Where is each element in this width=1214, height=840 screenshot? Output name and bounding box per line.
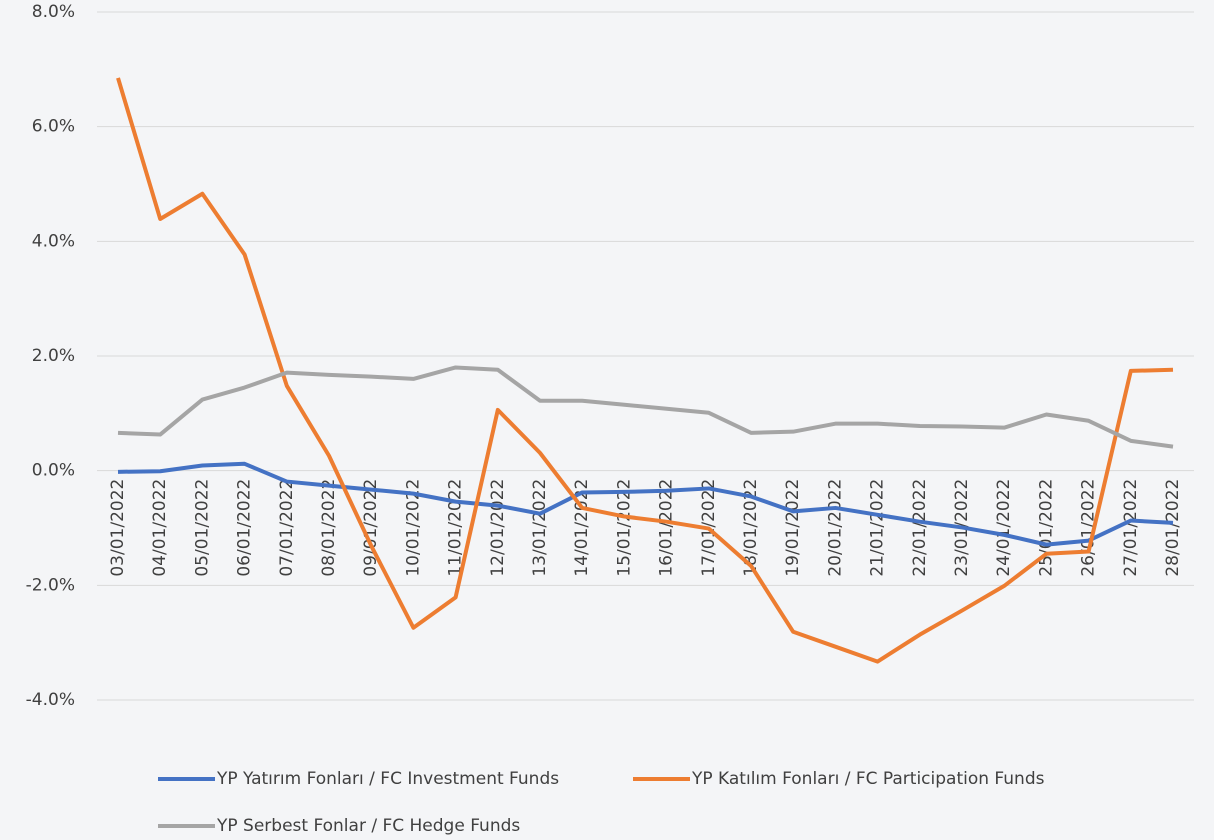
x-tick-label: 21/01/2022 <box>868 479 888 577</box>
chart: -4.0% -2.0% 0.0% 2.0% 4.0% 6.0% 8.0% 03/01/2022… <box>0 0 1214 840</box>
y-tick-label: -2.0% <box>26 575 75 595</box>
x-tick-label: 12/01/2022 <box>488 479 508 577</box>
legend-label: YP Yatırım Fonları / FC Investment Funds <box>216 769 559 789</box>
x-tick-label: 08/01/2022 <box>319 479 339 577</box>
x-tick-label: 25/01/2022 <box>1036 479 1056 577</box>
legend-label: YP Serbest Fonlar / FC Hedge Funds <box>216 816 520 836</box>
x-tick-label: 19/01/2022 <box>783 479 803 577</box>
x-tick-label: 03/01/2022 <box>108 479 128 577</box>
x-tick-label: 07/01/2022 <box>277 479 297 577</box>
y-tick-label: -4.0% <box>26 690 75 710</box>
legend-label: YP Katılım Fonları / FC Participation Fu… <box>691 769 1045 789</box>
x-tick-label: 04/01/2022 <box>150 479 170 577</box>
x-tick-label: 16/01/2022 <box>657 479 677 577</box>
x-tick-label: 20/01/2022 <box>825 479 845 577</box>
x-tick-label: 28/01/2022 <box>1163 479 1183 577</box>
x-tick-label: 27/01/2022 <box>1121 479 1141 577</box>
x-tick-label: 13/01/2022 <box>530 479 550 577</box>
x-tick-label: 24/01/2022 <box>994 479 1014 577</box>
y-tick-label: 2.0% <box>32 346 75 366</box>
y-tick-label: 6.0% <box>32 117 75 137</box>
x-tick-label: 22/01/2022 <box>910 479 930 577</box>
y-tick-label: 0.0% <box>32 461 75 481</box>
y-tick-label: 8.0% <box>32 2 75 22</box>
x-tick-label: 05/01/2022 <box>192 479 212 577</box>
x-tick-label: 06/01/2022 <box>235 479 255 577</box>
y-tick-label: 4.0% <box>32 231 75 251</box>
